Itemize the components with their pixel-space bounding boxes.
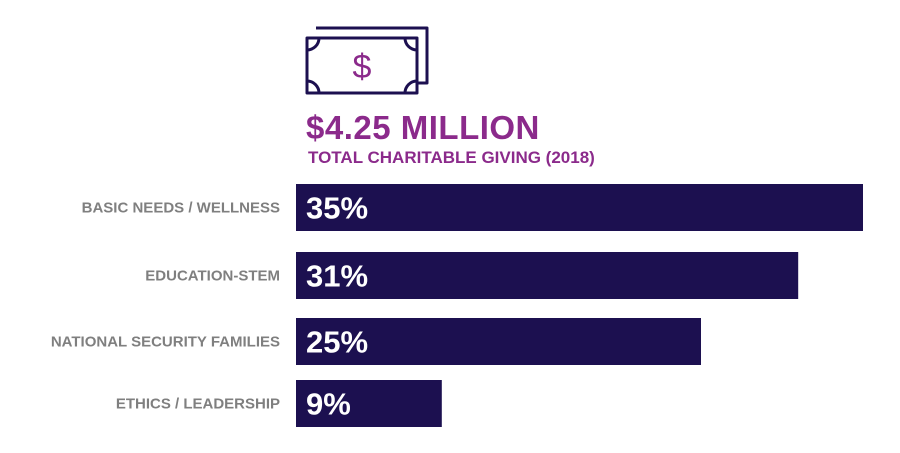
bar-3 <box>296 380 442 427</box>
category-label-1: EDUCATION-STEM <box>145 268 280 285</box>
bar-1 <box>296 252 799 299</box>
dollar-sign: $ <box>353 48 372 86</box>
category-label-2: NATIONAL SECURITY FAMILIES <box>51 334 280 351</box>
value-label-1: 31% <box>306 259 368 294</box>
bar-0 <box>296 184 863 231</box>
total-caption: TOTAL CHARITABLE GIVING (2018) <box>308 148 595 167</box>
category-label-0: BASIC NEEDS / WELLNESS <box>82 200 280 217</box>
total-amount: $4.25 MILLION <box>306 109 540 146</box>
bar-2 <box>296 318 701 365</box>
category-label-3: ETHICS / LEADERSHIP <box>116 396 280 413</box>
value-label-3: 9% <box>306 387 351 422</box>
value-label-0: 35% <box>306 191 368 226</box>
dollar-bill-icon: $ <box>305 26 429 95</box>
value-label-2: 25% <box>306 325 368 360</box>
